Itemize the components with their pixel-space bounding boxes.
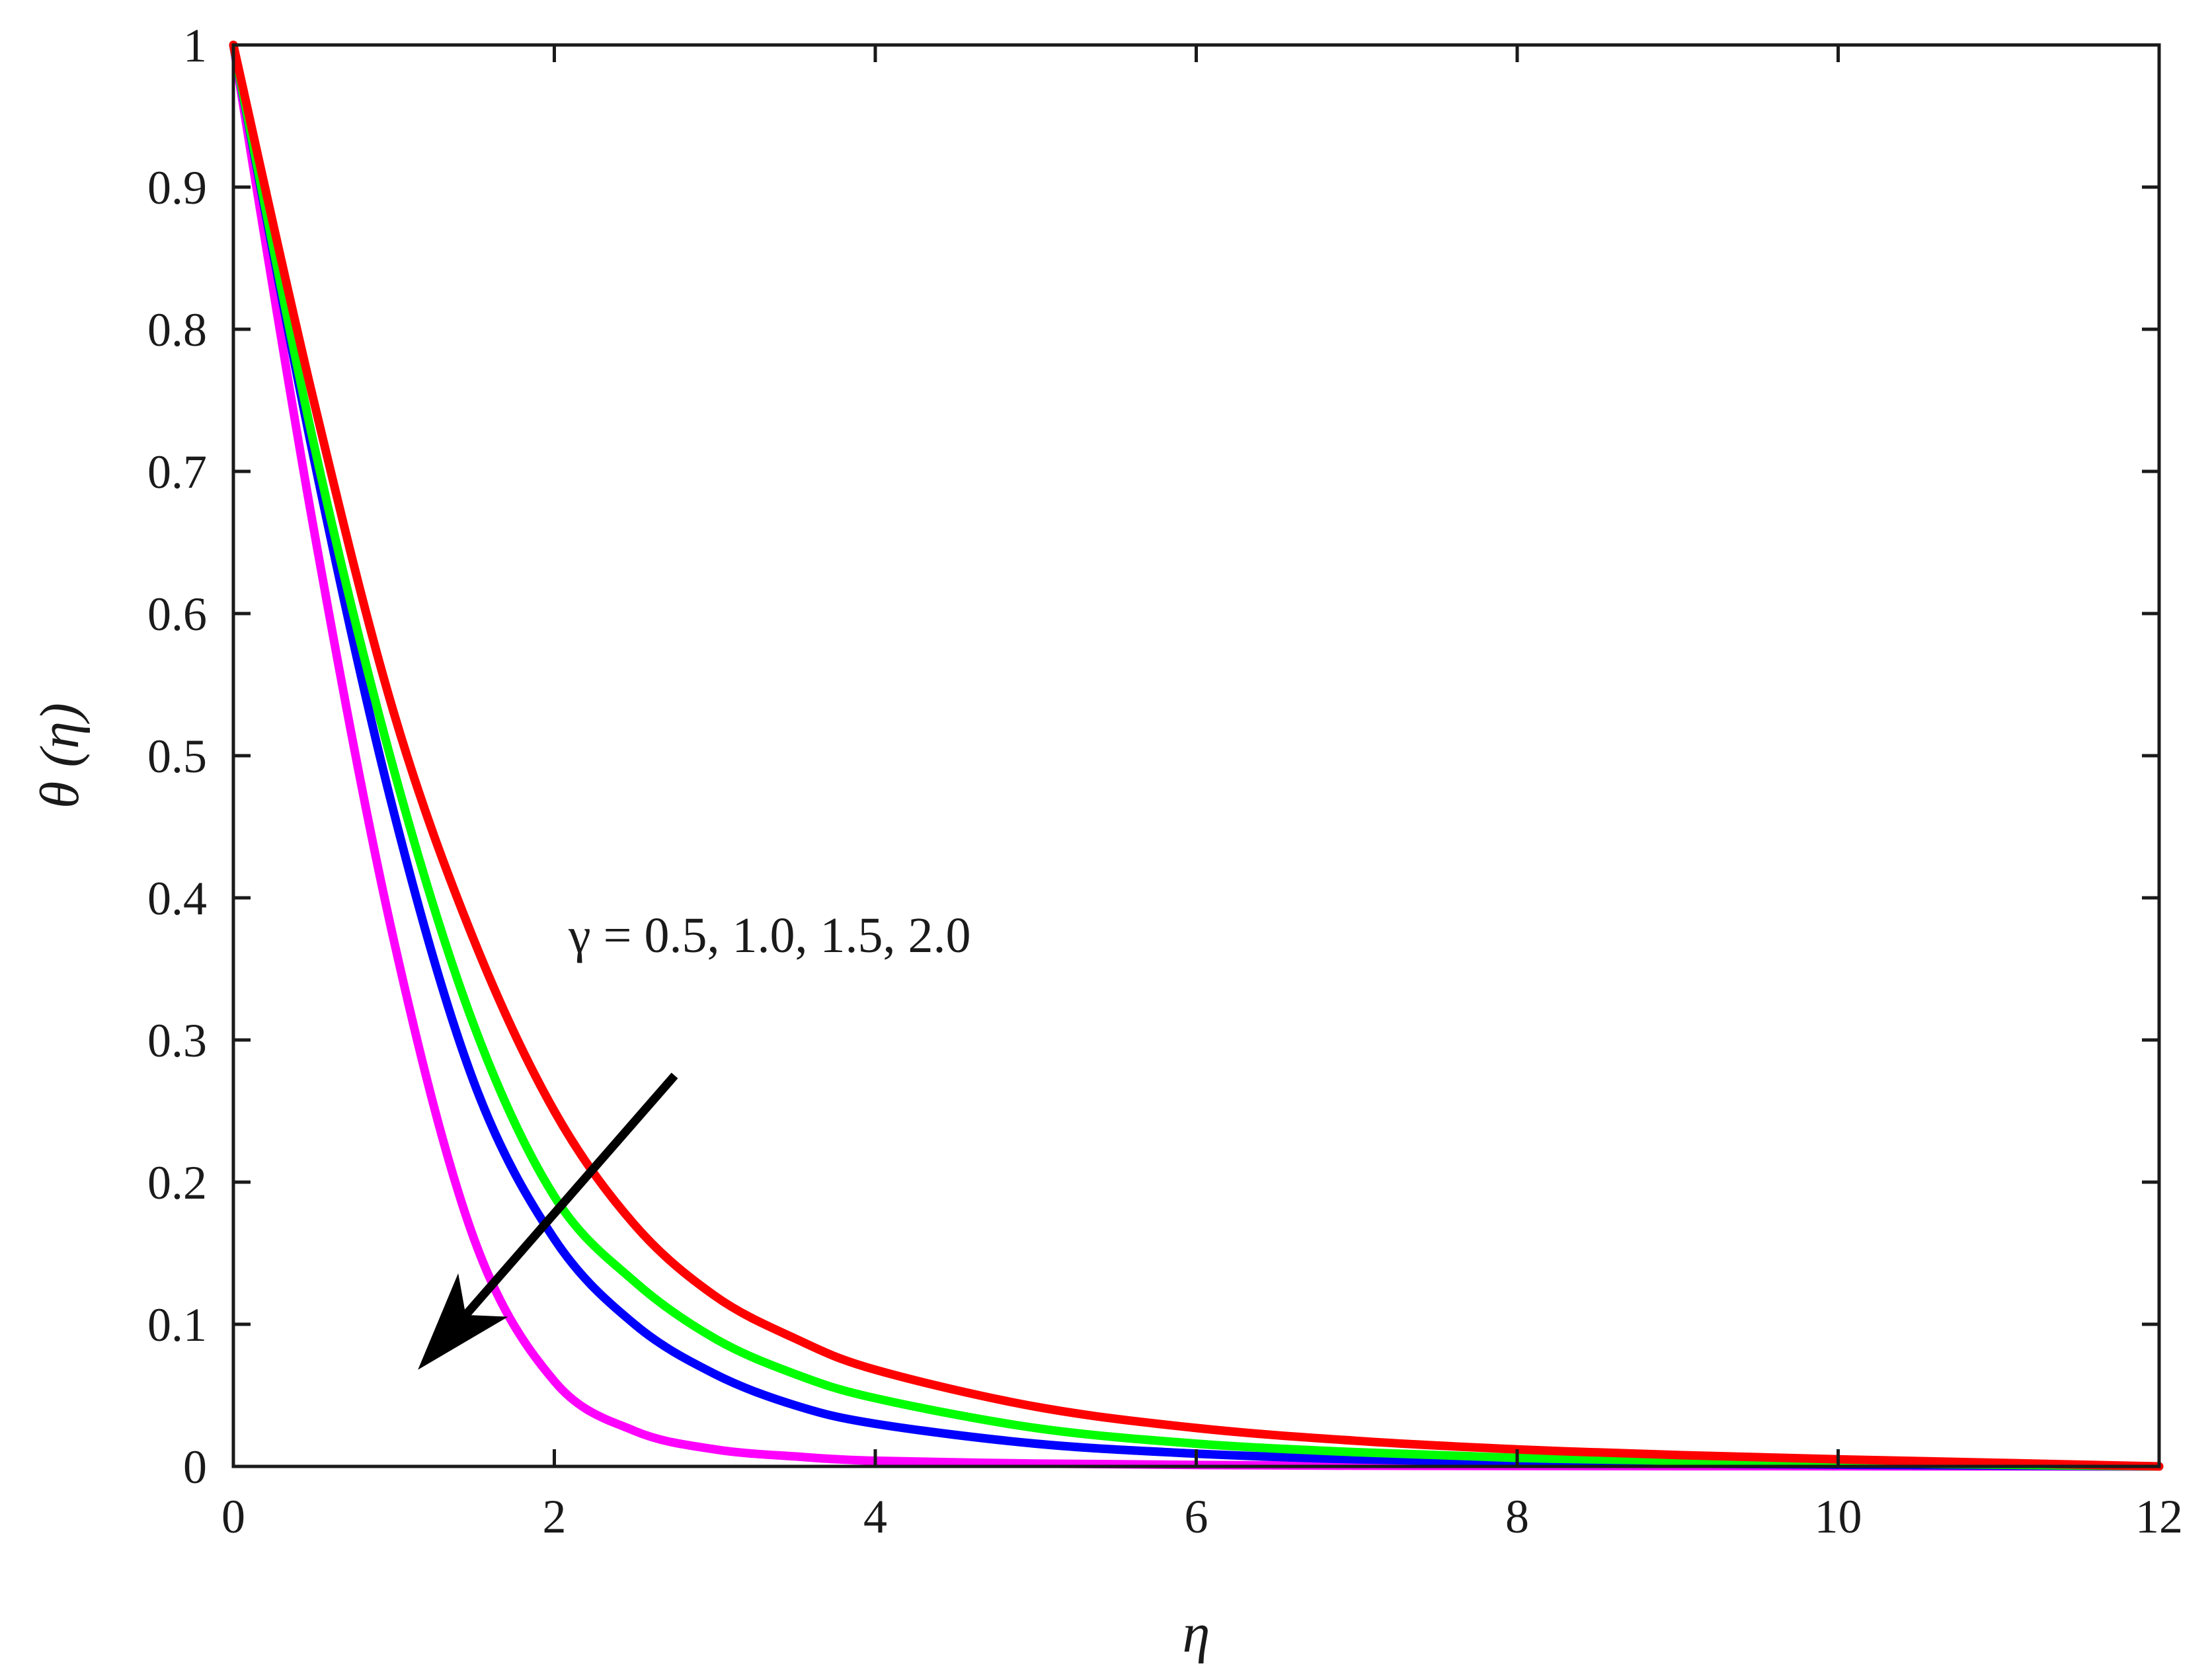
y-tick-label: 0.9 — [147, 161, 207, 214]
annotation-arrow-shaft — [462, 1072, 678, 1318]
x-tick-label: 6 — [1185, 1490, 1208, 1543]
y-tick-label: 1 — [183, 19, 207, 72]
x-tick-label: 4 — [863, 1490, 887, 1543]
ticks-layer: 0 2 4 6 8 10 12 0 0.1 0.2 0.3 0.4 0.5 0.6 0.7 0.8 0.9 1 — [147, 19, 2183, 1543]
y-tick-label: 0.3 — [147, 1014, 207, 1067]
y-tick-label: 0.6 — [147, 588, 207, 641]
gamma-annotation: γ = 0.5, 1.0, 1.5, 2.0 — [568, 908, 970, 963]
x-tick-label: 0 — [221, 1490, 245, 1543]
y-tick-label: 0.2 — [147, 1156, 207, 1209]
x-tick-label: 10 — [1815, 1490, 1862, 1543]
series-line-4 — [229, 40, 2164, 1471]
y-axis-label: θ (η) — [29, 703, 91, 809]
y-tick-label: 0.1 — [147, 1298, 207, 1351]
x-axis-label: η — [1183, 1603, 1210, 1664]
y-tick-label: 0.7 — [147, 446, 207, 499]
y-tick-label: 0.5 — [147, 730, 207, 783]
series-line-3 — [229, 40, 2164, 1471]
annotation-arrow-head — [418, 1273, 508, 1370]
y-tick-label: 0.8 — [147, 303, 207, 356]
annotation-layer: γ = 0.5, 1.0, 1.5, 2.0 — [418, 908, 970, 1370]
y-tick-label: 0.4 — [147, 872, 207, 925]
y-tick-label: 0 — [183, 1441, 207, 1494]
x-tick-label: 8 — [1505, 1490, 1529, 1543]
x-tick-label: 2 — [543, 1490, 567, 1543]
x-tick-label: 12 — [2135, 1490, 2183, 1543]
